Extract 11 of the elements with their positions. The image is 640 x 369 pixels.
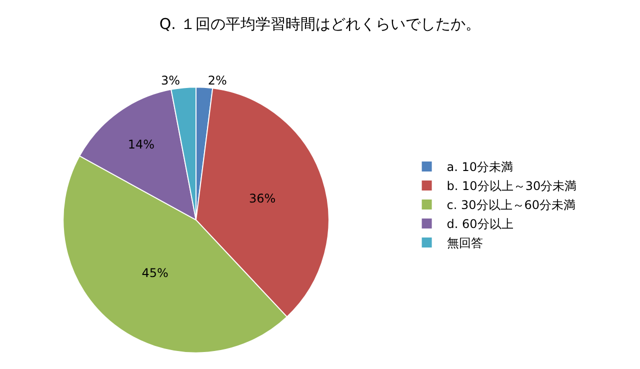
data-label: 45% bbox=[142, 266, 168, 280]
legend-label: a. 10分未満 bbox=[446, 160, 514, 174]
data-label: 36% bbox=[249, 191, 276, 206]
legend-label: c. 30分以上～60分未満 bbox=[446, 198, 576, 212]
legend-label: b. 10分以上～30分未満 bbox=[446, 179, 577, 194]
data-label: 2% bbox=[208, 73, 227, 88]
legend-label: d. 60分以上 bbox=[446, 217, 514, 232]
legend-label: 無回答 bbox=[446, 236, 483, 250]
chart-title: Q. １回の平均学習時間はどれくらいでしたか。 bbox=[159, 14, 481, 33]
data-label: 3% bbox=[160, 74, 180, 88]
data-label: 14% bbox=[128, 138, 155, 152]
